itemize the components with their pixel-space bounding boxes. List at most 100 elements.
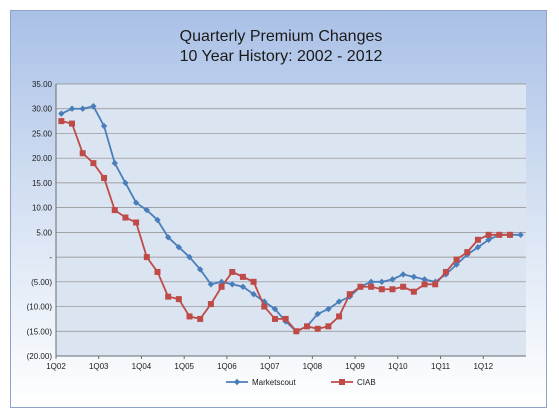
legend: Marketscout CIAB	[226, 378, 376, 387]
data-point-marketscout	[79, 105, 86, 112]
data-point-marketscout	[207, 281, 215, 288]
data-point-marketscout	[250, 290, 257, 298]
data-point-ciab	[143, 254, 150, 261]
x-tick-label: 1Q05	[174, 362, 194, 371]
data-point-ciab	[368, 283, 375, 290]
data-point-ciab	[442, 268, 449, 275]
data-point-marketscout	[314, 310, 321, 318]
data-point-ciab	[336, 313, 343, 320]
data-point-marketscout	[132, 199, 140, 206]
y-tick-label: (20.00)	[27, 352, 53, 361]
x-tick-label: 1Q08	[303, 362, 323, 371]
data-point-ciab	[485, 231, 492, 238]
data-point-ciab	[378, 286, 385, 293]
data-point-marketscout	[367, 278, 375, 286]
data-point-ciab	[122, 214, 129, 221]
data-point-marketscout	[474, 244, 482, 251]
data-point-ciab	[357, 283, 364, 290]
data-point-ciab	[410, 288, 417, 295]
data-point-ciab	[58, 118, 65, 125]
y-axis-ticks: 35.00 30.00 25.00 20.00 15.00 10.00 5.00 - (5.00…	[27, 80, 53, 361]
data-point-ciab	[304, 323, 311, 330]
data-point-marketscout	[517, 231, 524, 239]
data-point-marketscout	[90, 103, 97, 110]
data-point-marketscout	[421, 276, 428, 283]
data-point-marketscout	[325, 305, 332, 313]
data-point-ciab	[186, 313, 193, 320]
data-point-marketscout	[229, 281, 236, 288]
legend-marker-marketscout	[233, 378, 241, 386]
data-point-ciab	[197, 315, 204, 322]
data-point-ciab	[207, 301, 214, 308]
data-point-marketscout	[122, 179, 129, 187]
data-point-ciab	[165, 293, 172, 300]
data-point-marketscout	[100, 122, 108, 130]
data-point-ciab	[282, 315, 289, 322]
data-point-ciab	[229, 268, 236, 275]
data-point-marketscout	[68, 105, 76, 112]
data-point-ciab	[79, 150, 86, 157]
data-point-ciab	[293, 328, 300, 335]
data-point-marketscout	[410, 273, 418, 281]
data-point-ciab	[69, 120, 76, 127]
y-tick-label: 30.00	[32, 105, 53, 114]
x-tick-label: 1Q02	[46, 362, 66, 371]
data-point-ciab	[101, 174, 108, 181]
data-point-marketscout	[58, 110, 65, 117]
series-layer	[58, 103, 524, 335]
series-ciab	[58, 118, 513, 335]
data-point-ciab	[496, 231, 503, 238]
legend-label-marketscout: Marketscout	[252, 378, 296, 387]
data-point-ciab	[239, 273, 246, 280]
data-point-marketscout	[453, 261, 460, 268]
x-tick-label: 1Q10	[388, 362, 408, 371]
x-tick-label: 1Q09	[345, 362, 365, 371]
data-point-ciab	[346, 291, 353, 298]
line-chart: Quarterly Premium Changes 10 Year Histor…	[27, 28, 526, 387]
gridlines	[56, 83, 526, 357]
y-tick-label: 20.00	[32, 154, 53, 163]
data-point-marketscout	[399, 271, 407, 278]
data-point-marketscout	[335, 298, 343, 305]
y-tick-label: (5.00)	[31, 278, 52, 287]
data-point-ciab	[400, 283, 407, 290]
data-point-marketscout	[197, 266, 204, 273]
axes	[55, 84, 526, 357]
y-tick-label: 25.00	[32, 129, 53, 138]
data-point-ciab	[474, 236, 481, 243]
data-point-ciab	[250, 278, 257, 285]
x-tick-label: 1Q11	[431, 362, 451, 371]
y-tick-label: 10.00	[32, 204, 53, 213]
x-tick-label: 1Q12	[473, 362, 493, 371]
data-point-ciab	[389, 286, 396, 293]
data-point-ciab	[453, 256, 460, 263]
chart-subtitle: 10 Year History: 2002 - 2012	[180, 48, 383, 65]
y-tick-label: 15.00	[32, 179, 53, 188]
y-tick-label: 5.00	[36, 228, 52, 237]
legend-label-ciab: CIAB	[357, 378, 376, 387]
data-point-ciab	[133, 219, 140, 226]
data-point-ciab	[90, 160, 97, 167]
x-tick-label: 1Q04	[132, 362, 152, 371]
data-point-marketscout	[175, 244, 183, 251]
data-point-marketscout	[164, 234, 172, 241]
data-point-marketscout	[186, 253, 193, 261]
y-tick-label: 35.00	[32, 80, 53, 89]
x-tick-label: 1Q06	[217, 362, 237, 371]
x-axis-ticks: 1Q02 1Q03 1Q04 1Q05 1Q06 1Q07 1Q08 1Q09 1Q10 1Q11…	[46, 356, 494, 371]
data-point-marketscout	[143, 206, 150, 214]
data-point-ciab	[261, 303, 268, 310]
y-tick-label: (15.00)	[27, 327, 53, 336]
legend-marker-ciab	[339, 379, 345, 385]
chart-frame: Quarterly Premium Changes 10 Year Histor…	[10, 10, 547, 408]
data-point-ciab	[421, 281, 428, 288]
data-point-ciab	[111, 207, 118, 214]
data-point-marketscout	[389, 276, 396, 283]
y-tick-label: -	[49, 253, 52, 262]
data-point-marketscout	[111, 159, 118, 167]
data-point-marketscout	[154, 216, 161, 224]
data-point-ciab	[464, 249, 471, 256]
data-point-marketscout	[378, 278, 385, 286]
data-point-ciab	[218, 283, 225, 290]
data-point-ciab	[271, 315, 278, 322]
